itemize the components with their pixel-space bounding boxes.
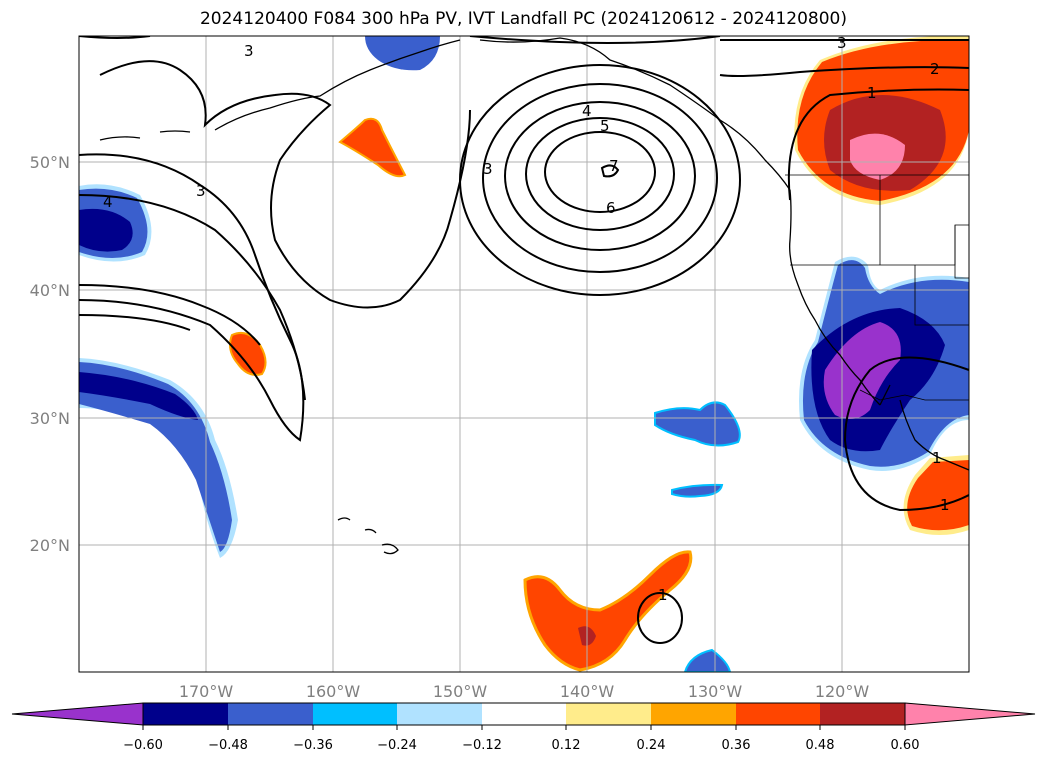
pv-contours xyxy=(79,36,969,644)
svg-text:1: 1 xyxy=(932,449,942,467)
lon-label-130w: 130°W xyxy=(688,682,743,701)
latitude-labels: 50°N 40°N 30°N 20°N xyxy=(30,153,70,555)
longitude-labels: 170°W 160°W 150°W 140°W 130°W 120°W xyxy=(179,682,870,701)
ivt-negative-blob-south xyxy=(683,648,732,672)
colorbar-bin xyxy=(313,703,397,725)
svg-text:5: 5 xyxy=(600,117,610,135)
pv-contour-labels: 3 3 3 4 5 6 7 4 3 2 1 1 1 1 xyxy=(103,34,950,604)
colorbar-extend-min xyxy=(11,702,144,726)
colorbar-bin xyxy=(397,703,482,725)
lat-label-30n: 30°N xyxy=(30,409,70,428)
ivt-positive-blob-northwest-us xyxy=(794,36,969,205)
ivt-negative-sliver xyxy=(671,483,724,498)
colorbar-bin xyxy=(566,703,651,725)
colorbar-tick: −0.60 xyxy=(123,738,163,753)
lon-label-120w: 120°W xyxy=(815,682,870,701)
svg-text:7: 7 xyxy=(609,157,619,175)
svg-text:1: 1 xyxy=(940,496,950,514)
gridlines xyxy=(79,36,969,672)
svg-text:3: 3 xyxy=(837,34,847,52)
colorbar-bin xyxy=(482,703,566,725)
ivt-negative-blob-central xyxy=(654,401,741,447)
svg-text:2: 2 xyxy=(930,60,940,78)
colorbar-bin xyxy=(228,703,313,725)
svg-text:3: 3 xyxy=(196,182,206,200)
svg-text:3: 3 xyxy=(483,160,493,178)
svg-text:4: 4 xyxy=(582,102,592,120)
lon-label-170w: 170°W xyxy=(179,682,234,701)
colorbar-tick: 0.48 xyxy=(806,738,835,753)
colorbar-bin xyxy=(820,703,905,725)
lon-label-140w: 140°W xyxy=(560,682,615,701)
svg-text:4: 4 xyxy=(103,193,113,211)
svg-text:1: 1 xyxy=(867,84,877,102)
ivt-positive-blob-baja xyxy=(903,455,969,535)
political-borders xyxy=(785,174,969,401)
ivt-negative-blob-alaska xyxy=(365,36,440,71)
lat-label-40n: 40°N xyxy=(30,281,70,300)
lat-label-20n: 20°N xyxy=(30,536,70,555)
colorbar-tick: −0.12 xyxy=(462,738,502,753)
ivt-negative-band-subtropics xyxy=(79,358,238,558)
colorbar-bin xyxy=(736,703,820,725)
svg-text:1: 1 xyxy=(658,586,668,604)
coastlines xyxy=(99,37,969,555)
colorbar-tick: 0.36 xyxy=(722,738,751,753)
map-frame xyxy=(78,35,970,673)
ivt-negative-blob-west xyxy=(79,184,152,262)
colorbar-bin xyxy=(143,703,228,725)
colorbar-extend-max xyxy=(904,702,1036,726)
svg-text:6: 6 xyxy=(606,199,616,217)
lat-label-50n: 50°N xyxy=(30,153,70,172)
colorbar-tick: 0.12 xyxy=(552,738,581,753)
map-canvas: 3 3 3 4 5 6 7 4 3 2 1 1 1 1 xyxy=(79,34,969,672)
svg-text:3: 3 xyxy=(244,42,254,60)
map-title: 2024120400 F084 300 hPa PV, IVT Landfall… xyxy=(199,9,847,29)
colorbar-tick: −0.36 xyxy=(293,738,333,753)
colorbar-tick: −0.48 xyxy=(208,738,248,753)
colorbar-tick: 0.60 xyxy=(891,738,920,753)
lon-label-150w: 150°W xyxy=(433,682,488,701)
colorbar: −0.60 −0.48 −0.36 −0.24 −0.12 0.12 0.24 … xyxy=(11,702,1036,753)
colorbar-bin xyxy=(651,703,736,725)
colorbar-tick: 0.24 xyxy=(637,738,666,753)
lon-label-160w: 160°W xyxy=(306,682,361,701)
colorbar-tick: −0.24 xyxy=(377,738,417,753)
